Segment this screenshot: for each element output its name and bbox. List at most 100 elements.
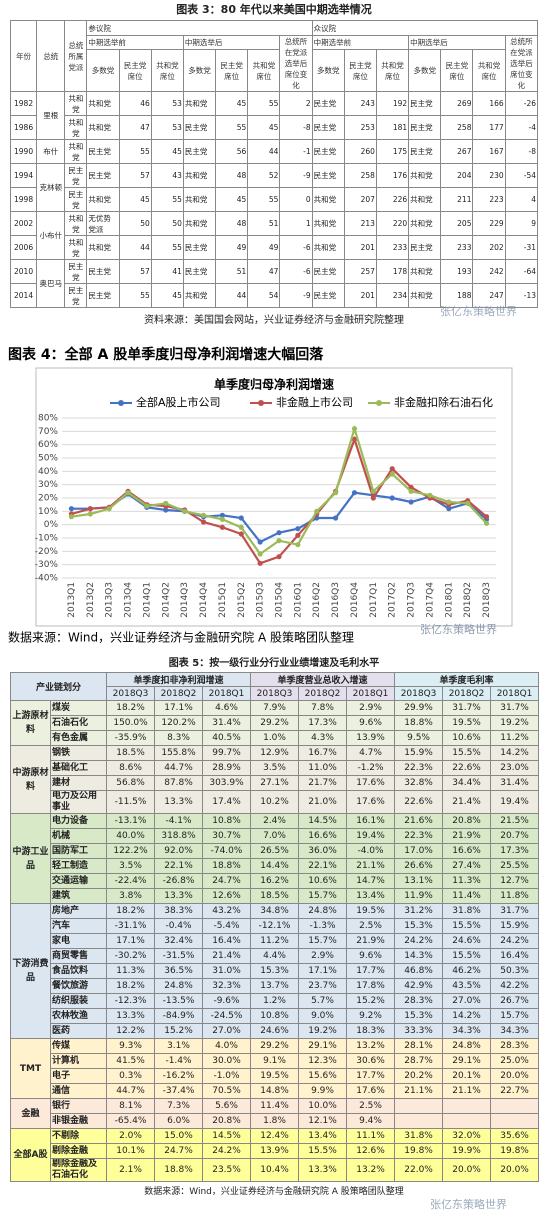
value-cell: 12.6% bbox=[346, 1143, 396, 1159]
year-cell: 1998 bbox=[9, 187, 38, 212]
period-header: 2018Q3 bbox=[106, 686, 156, 701]
value-cell: 21.1% bbox=[346, 858, 396, 874]
seat-cell: 民主党 bbox=[86, 259, 120, 284]
value-cell: 15.2% bbox=[346, 993, 396, 1009]
value-cell: -35.9% bbox=[106, 730, 156, 746]
x-tick-label: 2016Q4 bbox=[350, 582, 360, 618]
period-header: 2018Q2 bbox=[442, 686, 492, 701]
seat-cell: 55 bbox=[247, 187, 281, 212]
value-cell: 17.0% bbox=[394, 843, 444, 859]
seat-cell: 45 bbox=[150, 139, 184, 164]
value-cell: 21.1% bbox=[394, 1083, 444, 1099]
value-cell: 19.9% bbox=[442, 1143, 492, 1159]
industry-row: 通信 44.7% -37.4% 70.5% 14.8% 9.9% 17.6% 21.1% 21.… bbox=[10, 1083, 540, 1099]
industry-table: 产业链划分 单季度扣非净利润增速 单季度营业总收入增速 单季度毛利率 2018Q3 201… bbox=[9, 672, 540, 1182]
value-cell: -1.2% bbox=[346, 760, 396, 776]
president-cell: 布什 bbox=[36, 139, 66, 164]
value-cell: 0.3% bbox=[106, 1068, 156, 1084]
value-cell: 13.7% bbox=[250, 978, 300, 994]
value-cell: 2.1% bbox=[106, 1158, 156, 1182]
x-tick-label: 2018Q3 bbox=[482, 582, 492, 618]
seat-cell: 民主党 bbox=[311, 163, 345, 188]
value-cell: 15.7% bbox=[298, 888, 348, 904]
value-cell: 11.1% bbox=[346, 1128, 396, 1144]
x-tick-label: 2013Q1 bbox=[67, 582, 77, 618]
seat-cell: 220 bbox=[375, 211, 410, 236]
value-cell: -12.3% bbox=[106, 993, 156, 1009]
industry-row: 建材 56.8% 87.8% 303.9% 27.1% 21.7% 17.6% 32.8% 34… bbox=[10, 775, 540, 791]
value-cell: 155.8% bbox=[154, 745, 204, 761]
header-cell: 总统所在党派选举后席位变化 bbox=[279, 35, 313, 92]
value-cell: 23.5% bbox=[202, 1158, 252, 1182]
party-cell: 民主党 bbox=[64, 163, 88, 188]
seat-cell: 共和党 bbox=[182, 283, 217, 308]
value-cell: 15.7% bbox=[490, 1008, 540, 1024]
point bbox=[163, 507, 169, 513]
value-cell: -26.8% bbox=[154, 873, 204, 889]
value-cell: 14.2% bbox=[442, 1008, 492, 1024]
value-cell: 13.9% bbox=[250, 1143, 300, 1159]
value-cell: 30.7% bbox=[202, 828, 252, 844]
value-cell: 12.1% bbox=[298, 1113, 348, 1129]
seat-cell: 55 bbox=[118, 139, 152, 164]
value-cell: 31.0% bbox=[202, 963, 252, 979]
value-cell: 31.8% bbox=[394, 1128, 444, 1144]
seat-cell: 共和党 bbox=[182, 211, 217, 236]
value-cell: 15.5% bbox=[298, 1143, 348, 1159]
industry-row: 纺织服装 -12.3% -13.5% -9.6% 1.2% 5.7% 15.2% 28.3% 2… bbox=[10, 993, 540, 1009]
value-cell bbox=[394, 1113, 444, 1129]
point bbox=[370, 495, 376, 501]
value-cell: 11.9% bbox=[394, 888, 444, 904]
seat-cell: -13 bbox=[504, 283, 539, 308]
seat-cell: 共和党 bbox=[311, 235, 345, 260]
header-row: 中期选举前 中期选举后 总统所在党派选举后席位变化 中期选举前 中期选举后 总统所在党派选… bbox=[11, 34, 539, 92]
value-cell: 7.8% bbox=[298, 700, 348, 716]
point bbox=[106, 506, 112, 512]
x-tick-label: 2015Q2 bbox=[237, 582, 247, 618]
value-cell: 14.3% bbox=[394, 948, 444, 964]
value-cell: 20.0% bbox=[490, 1068, 540, 1084]
seat-cell: 46 bbox=[118, 91, 152, 116]
header-cell: 多数党 bbox=[408, 49, 442, 92]
value-cell bbox=[394, 1098, 444, 1114]
seat-cell: 共和党 bbox=[86, 187, 120, 212]
value-cell: 22.1% bbox=[154, 858, 204, 874]
value-cell: -13.1% bbox=[106, 813, 156, 829]
value-cell: 10.4% bbox=[250, 1158, 300, 1182]
watermark: 张亿东策略世界 bbox=[440, 305, 517, 318]
value-cell: 2.9% bbox=[298, 948, 348, 964]
industry-row: 电力及公用事业 -11.5% 13.3% 17.4% 10.2% 21.0% 17.6% 22… bbox=[10, 790, 540, 814]
seat-cell: 258 bbox=[343, 163, 377, 188]
value-cell: 4.6% bbox=[202, 700, 252, 716]
value-cell: 31.7% bbox=[490, 700, 540, 716]
value-cell: 20.8% bbox=[442, 813, 492, 829]
seat-cell: 41 bbox=[150, 259, 184, 284]
value-cell: 19.5% bbox=[250, 1068, 300, 1084]
seat-cell: 267 bbox=[440, 139, 474, 164]
value-cell: 15.3% bbox=[394, 1008, 444, 1024]
y-tick-label: 20% bbox=[38, 494, 58, 504]
industry-row: TMT 传媒 9.3% 3.1% 4.0% 29.2% 29.1% 13.2% 28.1% 24.… bbox=[10, 1038, 540, 1099]
value-cell: 25.5% bbox=[490, 858, 540, 874]
seat-cell: 243 bbox=[343, 91, 377, 116]
section-cell: 下游消费品 bbox=[10, 903, 51, 1039]
seat-cell: -26 bbox=[504, 91, 539, 116]
seat-cell: 177 bbox=[472, 115, 506, 140]
point bbox=[389, 466, 395, 472]
industry-row: 国防军工 122.2% 92.0% -74.0% 26.5% 36.0% -4.0% 17.0… bbox=[10, 843, 540, 859]
value-cell: 22.3% bbox=[394, 828, 444, 844]
value-cell: 7.0% bbox=[250, 828, 300, 844]
point bbox=[389, 495, 395, 501]
table5-block: 图表 5：按一级行业分行业业绩增速及毛利水平 产业链划分 单季度扣非净利润增速 单季… bbox=[0, 656, 548, 1219]
value-cell: 7.3% bbox=[154, 1098, 204, 1114]
seat-cell: 201 bbox=[343, 283, 377, 308]
value-cell: 2.5% bbox=[346, 918, 396, 934]
seat-cell: 45 bbox=[215, 91, 249, 116]
value-cell: 34.8% bbox=[250, 903, 300, 919]
value-cell: 24.2% bbox=[394, 933, 444, 949]
value-cell: 38.3% bbox=[154, 903, 204, 919]
industry-cell: 家电 bbox=[49, 933, 108, 949]
value-cell: 14.7% bbox=[346, 873, 396, 889]
table5-title: 图表 5：按一级行业分行业业绩增速及毛利水平 bbox=[168, 658, 380, 669]
